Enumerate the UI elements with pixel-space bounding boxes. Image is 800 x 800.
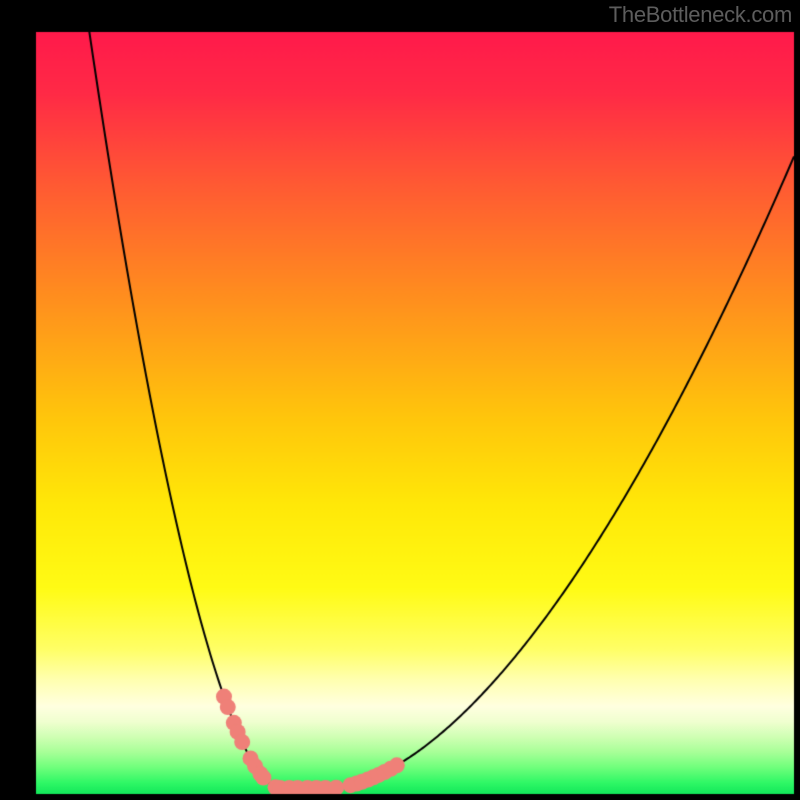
bottleneck-chart-canvas <box>0 0 800 800</box>
chart-container: TheBottleneck.com <box>0 0 800 800</box>
